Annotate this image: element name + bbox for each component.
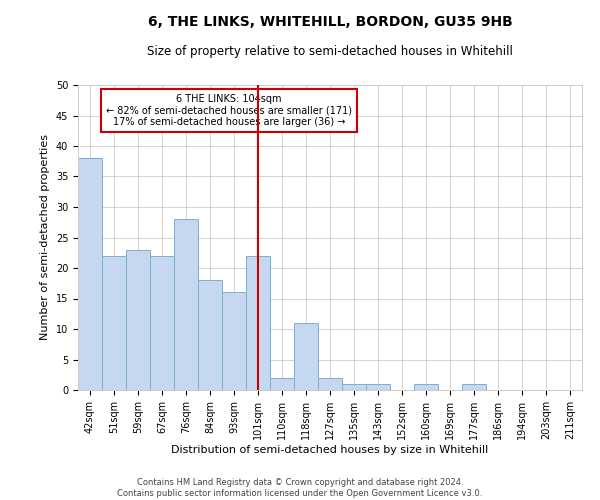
Bar	[150, 256, 174, 390]
Text: 6 THE LINKS: 104sqm
← 82% of semi-detached houses are smaller (171)
17% of semi-: 6 THE LINKS: 104sqm ← 82% of semi-detach…	[106, 94, 352, 128]
Bar	[126, 250, 150, 390]
Bar	[222, 292, 246, 390]
Bar	[342, 384, 366, 390]
Bar	[270, 378, 294, 390]
Bar	[462, 384, 486, 390]
Bar	[246, 256, 270, 390]
Bar	[366, 384, 390, 390]
Bar	[414, 384, 438, 390]
Bar	[78, 158, 102, 390]
Bar	[318, 378, 342, 390]
Text: 6, THE LINKS, WHITEHILL, BORDON, GU35 9HB: 6, THE LINKS, WHITEHILL, BORDON, GU35 9H…	[148, 15, 512, 29]
Text: Contains HM Land Registry data © Crown copyright and database right 2024.
Contai: Contains HM Land Registry data © Crown c…	[118, 478, 482, 498]
Y-axis label: Number of semi-detached properties: Number of semi-detached properties	[40, 134, 50, 340]
Text: Size of property relative to semi-detached houses in Whitehill: Size of property relative to semi-detach…	[147, 45, 513, 58]
Bar	[174, 219, 198, 390]
Bar	[102, 256, 126, 390]
Bar	[198, 280, 222, 390]
Bar	[294, 323, 318, 390]
X-axis label: Distribution of semi-detached houses by size in Whitehill: Distribution of semi-detached houses by …	[172, 444, 488, 454]
